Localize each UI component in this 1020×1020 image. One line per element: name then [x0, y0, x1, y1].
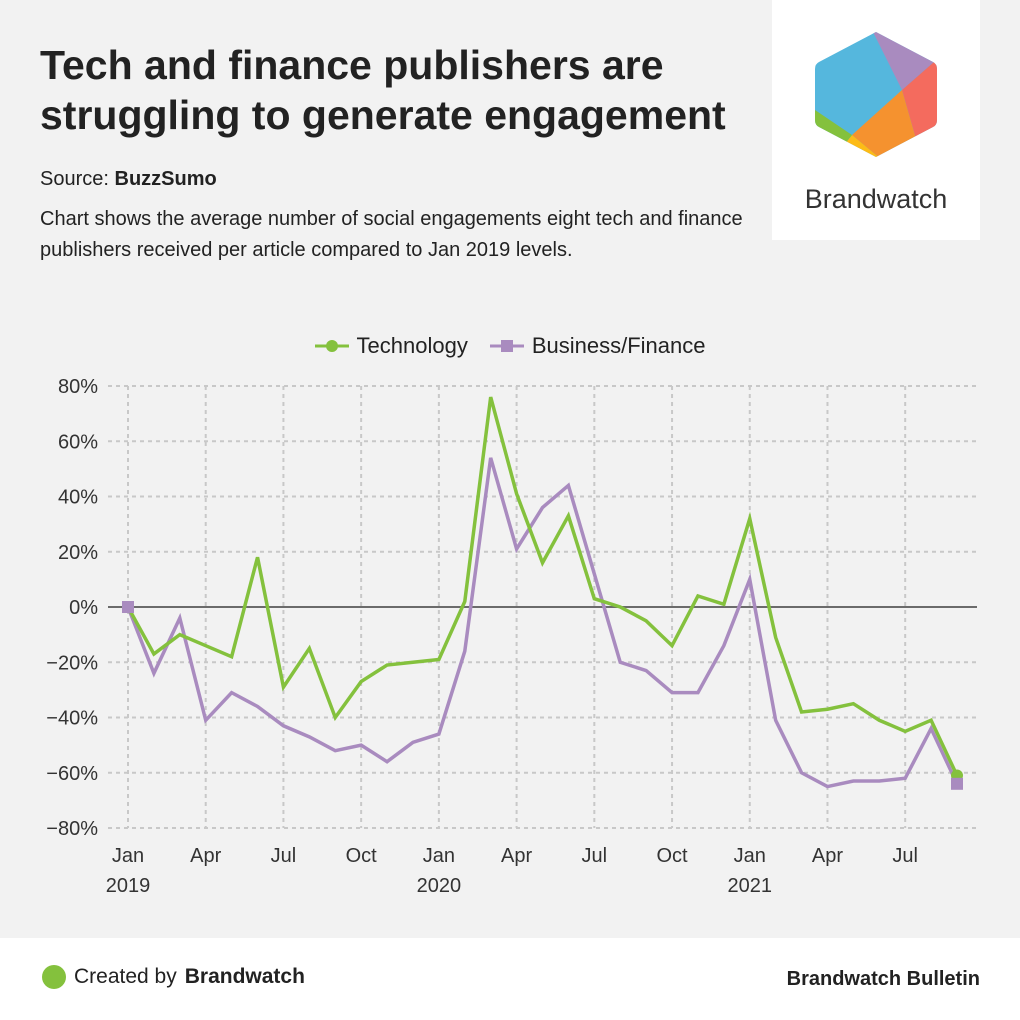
logo-text: Brandwatch: [804, 184, 948, 214]
legend-square-marker-icon: [489, 340, 524, 352]
x-tick-label: Jan: [734, 845, 766, 867]
created-prefix: Created by: [74, 965, 177, 988]
x-tick-label: Oct: [656, 845, 688, 867]
data-point-marker: [951, 777, 963, 790]
x-tick-label: Oct: [346, 845, 378, 867]
created-by: Created by Brandwatch: [42, 965, 305, 989]
x-tick-label: Jul: [582, 845, 608, 867]
x-tick-label: Jan: [423, 845, 455, 867]
page-title: Tech and finance publishers are struggli…: [40, 42, 726, 138]
x-tick-year-label: 2021: [728, 875, 773, 897]
bulletin-label: Brandwatch Bulletin: [786, 968, 980, 990]
data-point-marker: [122, 601, 134, 613]
y-tick-label: 40%: [58, 487, 98, 509]
x-tick-label: Apr: [812, 845, 843, 867]
line-chart: 80% 60% 40% 20% 0% −20% −40% −60% −80% Jan 2019 Apr…: [46, 376, 977, 897]
brandwatch-dot-icon: [42, 965, 66, 989]
created-brand: Brandwatch: [184, 965, 305, 988]
y-tick-label: −40%: [46, 708, 98, 730]
chart-description: Chart shows the average number of social…: [40, 208, 743, 261]
legend-circle-marker-icon: [314, 340, 349, 352]
legend-label: Business/Finance: [531, 333, 706, 358]
y-tick-label: 20%: [58, 542, 98, 564]
y-tick-label: 0%: [69, 597, 98, 619]
legend-business-finance[interactable]: Business/Finance: [489, 333, 706, 359]
brandwatch-hexagon-icon: [815, 32, 937, 157]
brandwatch-logo: Brandwatch: [772, 0, 980, 240]
legend-label: Technology: [356, 333, 468, 358]
y-tick-label: 80%: [58, 376, 98, 398]
y-tick-label: −80%: [46, 818, 98, 840]
legend-technology[interactable]: Technology: [314, 333, 468, 359]
x-tick-year-label: 2020: [417, 875, 462, 897]
source-label: Source:: [40, 168, 109, 190]
y-tick-label: −60%: [46, 763, 98, 785]
source-name: BuzzSumo: [114, 168, 217, 190]
x-tick-year-label: 2019: [106, 875, 151, 897]
x-tick-label: Apr: [190, 845, 221, 867]
y-tick-label: 60%: [58, 431, 98, 453]
x-tick-label: Apr: [501, 845, 532, 867]
x-tick-label: Jul: [271, 845, 297, 867]
chart-legend: Technology Business/Finance: [0, 333, 1020, 359]
source-line: Source: BuzzSumo: [40, 168, 217, 191]
y-tick-label: −20%: [46, 652, 98, 674]
x-tick-label: Jan: [112, 845, 144, 867]
series-line-technology: [126, 396, 959, 777]
footer: Created by Brandwatch Brandwatch Bulletin: [0, 938, 1020, 1020]
series-line-business-finance: [126, 457, 959, 789]
x-tick-label: Jul: [892, 845, 918, 867]
